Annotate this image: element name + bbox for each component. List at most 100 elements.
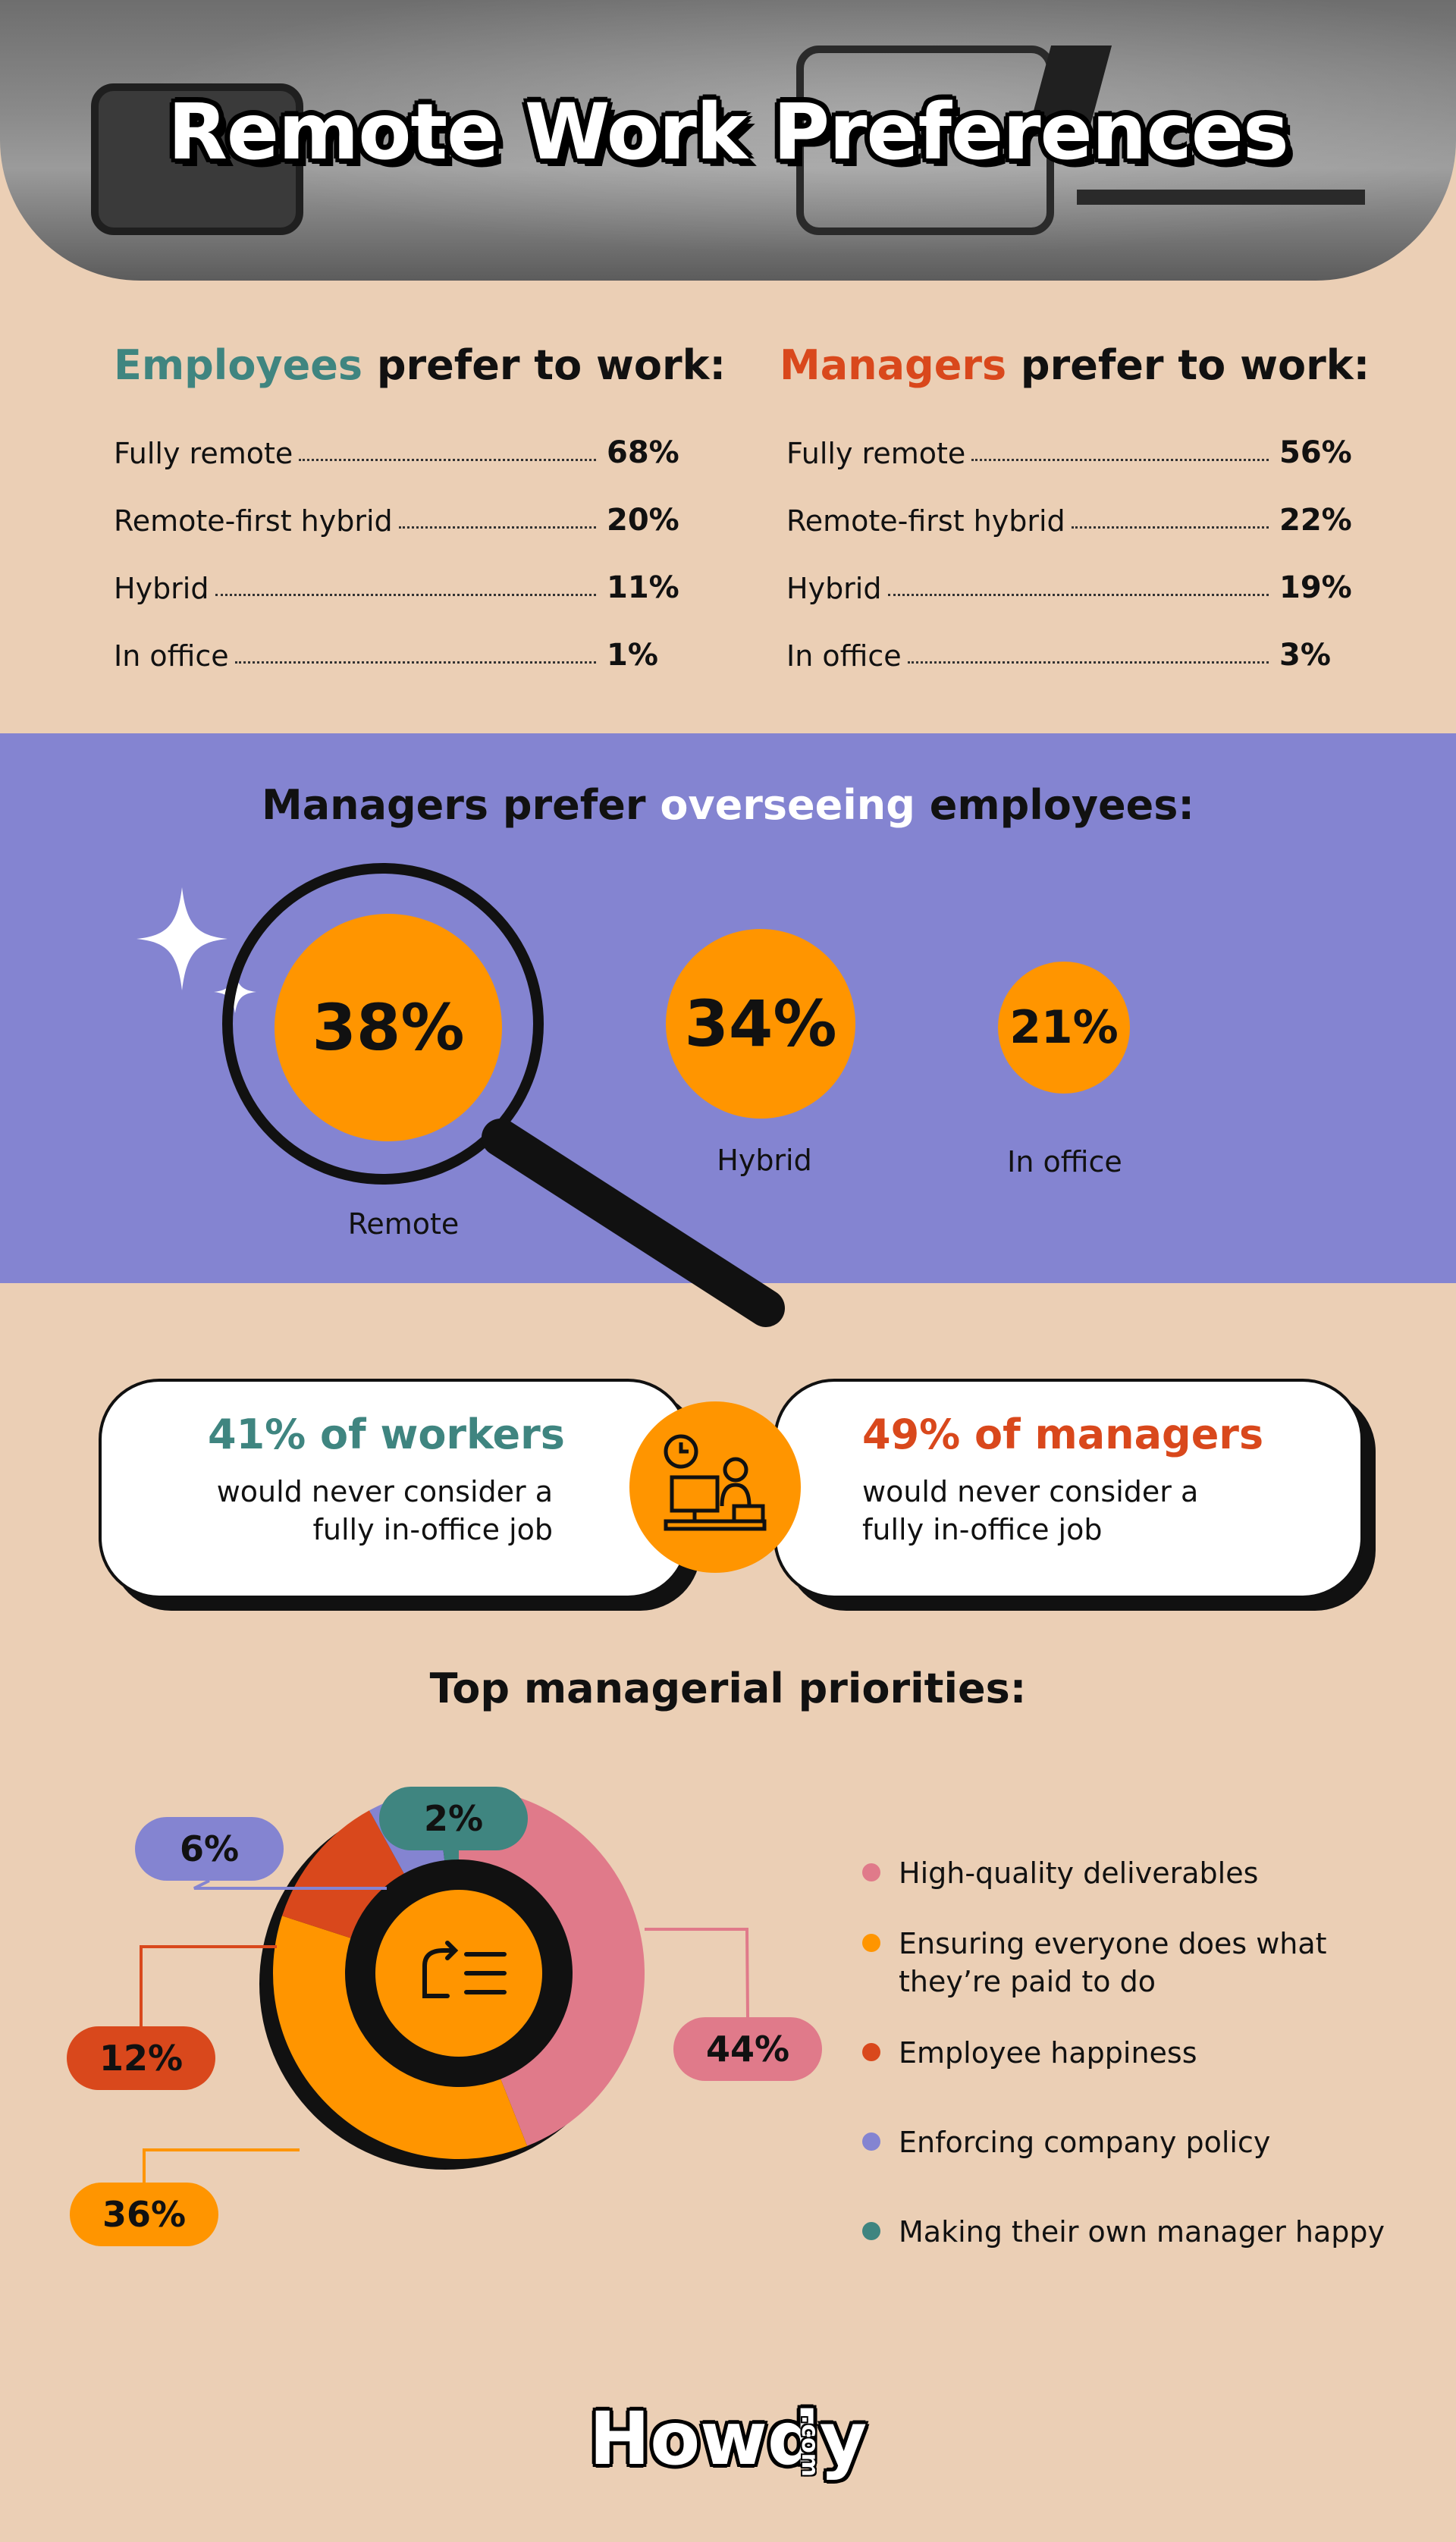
pill-connector <box>645 1928 749 2018</box>
employee-pref-row: In office 1% <box>114 627 698 673</box>
legend-item: Making their own manager happy <box>899 2213 1385 2251</box>
manager-pref-row-leader <box>907 661 1269 664</box>
pill-connector <box>193 1879 387 1890</box>
managers-text-line1: would never consider a <box>862 1475 1199 1508</box>
employee-pref-row-leader <box>215 594 596 596</box>
workers-text-line2: fully in-office job <box>312 1513 553 1546</box>
legend-item: Enforcing company policy <box>899 2123 1270 2161</box>
howdy-logo: Howdy <box>588 2396 868 2481</box>
employee-pref-row-value: 68% <box>607 435 679 470</box>
legend-line1: Ensuring everyone does what <box>899 1927 1327 1960</box>
priorities-title: Top managerial priorities: <box>429 1665 1027 1712</box>
percentage-pill: 2% <box>379 1787 528 1850</box>
manager-pref-row-label: Remote-first hybrid <box>786 504 1065 538</box>
percentage-pill: 44% <box>673 2017 822 2081</box>
workers-text: would never consider a fully in-office j… <box>217 1473 553 1549</box>
workers-card: 41% of workers would never consider a fu… <box>99 1379 689 1599</box>
managers-highlight: Managers <box>780 341 1007 389</box>
legend-item: Ensuring everyone does what they’re paid … <box>899 1925 1327 2001</box>
overseeing-title: Managers prefer overseeing employees: <box>0 781 1456 829</box>
hero-banner <box>0 0 1456 281</box>
employee-pref-row-value: 20% <box>607 503 679 538</box>
manager-pref-row-value: 3% <box>1279 638 1331 673</box>
donut-center <box>375 1890 542 2057</box>
chair-left-graphic <box>91 83 303 235</box>
priorities-donut-chart <box>140 1787 749 2183</box>
manager-pref-row: Hybrid 19% <box>786 560 1370 605</box>
remote-circle: 38% <box>275 914 502 1141</box>
percentage-pill: 36% <box>70 2183 218 2246</box>
table-graphic <box>1077 190 1365 205</box>
employee-pref-row-label: Fully remote <box>114 437 293 470</box>
employee-pref-row: Fully remote 68% <box>114 425 698 470</box>
hybrid-circle: 34% <box>666 929 855 1119</box>
legend-line1: Enforcing company policy <box>899 2126 1271 2159</box>
employee-pref-row-label: Hybrid <box>114 572 209 605</box>
employee-pref-row-value: 11% <box>607 570 679 605</box>
magnifying-glass-icon <box>222 863 785 1327</box>
donut-slice <box>281 1810 404 1938</box>
remote-value: 38% <box>312 990 465 1065</box>
employee-pref-row-leader <box>234 661 596 664</box>
legend-dot <box>862 2132 880 2151</box>
legend-line1: Employee happiness <box>899 2036 1197 2070</box>
manager-pref-row-leader <box>971 459 1269 461</box>
employee-pref-row-leader <box>299 459 596 461</box>
manager-pref-row: Remote-first hybrid 22% <box>786 492 1370 538</box>
manager-pref-row: Fully remote 56% <box>786 425 1370 470</box>
workers-headline: 41% of workers <box>208 1411 565 1458</box>
legend-line1: Making their own manager happy <box>899 2215 1385 2249</box>
employees-heading: Employees prefer to work: <box>114 341 726 389</box>
manager-pref-row: In office 3% <box>786 627 1370 673</box>
in-office-value: 21% <box>1009 1001 1119 1054</box>
worker-at-desk-icon <box>664 1434 767 1531</box>
managers-card: 49% of managers would never consider a f… <box>774 1379 1363 1599</box>
manager-pref-row-value: 19% <box>1279 570 1352 605</box>
pill-connector <box>140 1945 277 2026</box>
page-title: Remote Work Preferences <box>168 87 1288 177</box>
pill-connector <box>143 2148 300 2183</box>
employee-pref-row: Hybrid 11% <box>114 560 698 605</box>
legend-line2: they’re paid to do <box>899 1965 1156 1998</box>
employee-pref-row-value: 1% <box>607 638 658 673</box>
donut-slice <box>459 1787 645 2146</box>
percentage-pill: 12% <box>67 2026 215 2090</box>
manager-pref-row-value: 56% <box>1279 435 1352 470</box>
legend-dot <box>862 1934 880 1952</box>
manager-pref-row-leader <box>1071 526 1269 529</box>
manager-pref-row-label: Fully remote <box>786 437 966 470</box>
managers-heading-rest: prefer to work: <box>1006 341 1370 389</box>
overseeing-title-start: Managers prefer <box>261 781 661 829</box>
managers-text: would never consider a fully in-office j… <box>862 1473 1198 1549</box>
legend-dot <box>862 2043 880 2061</box>
priority-list-icon <box>422 1941 507 1998</box>
chair-right-graphic <box>796 46 1054 235</box>
manager-pref-row-leader <box>887 594 1269 596</box>
manager-pref-row-value: 22% <box>1279 503 1352 538</box>
legend-line1: High-quality deliverables <box>899 1856 1259 1890</box>
legend-item: High-quality deliverables <box>899 1854 1258 1892</box>
employee-pref-row: Remote-first hybrid 20% <box>114 492 698 538</box>
managers-heading: Managers prefer to work: <box>780 341 1370 389</box>
donut-slice <box>273 1916 528 2159</box>
worker-desk-badge <box>629 1401 801 1573</box>
managers-text-line2: fully in-office job <box>862 1513 1103 1546</box>
employees-highlight: Employees <box>114 341 363 389</box>
remote-label: Remote <box>347 1207 460 1241</box>
howdy-logo-suffix: .com <box>796 2415 823 2478</box>
manager-pref-row-label: Hybrid <box>786 572 882 605</box>
workers-text-line1: would never consider a <box>216 1475 553 1508</box>
overseeing-title-highlight: overseeing <box>660 781 915 829</box>
overseeing-title-end: employees: <box>915 781 1195 829</box>
employee-pref-row-label: In office <box>114 639 229 673</box>
employee-pref-row-leader <box>398 526 596 529</box>
hybrid-label: Hybrid <box>717 1144 812 1177</box>
employees-heading-rest: prefer to work: <box>362 341 726 389</box>
managers-headline: 49% of managers <box>862 1411 1264 1458</box>
manager-pref-row-label: In office <box>786 639 902 673</box>
percentage-pill: 6% <box>135 1817 284 1881</box>
legend-item: Employee happiness <box>899 2034 1197 2072</box>
legend-dot <box>862 1863 880 1881</box>
legend-dot <box>862 2222 880 2240</box>
employee-pref-row-label: Remote-first hybrid <box>114 504 393 538</box>
